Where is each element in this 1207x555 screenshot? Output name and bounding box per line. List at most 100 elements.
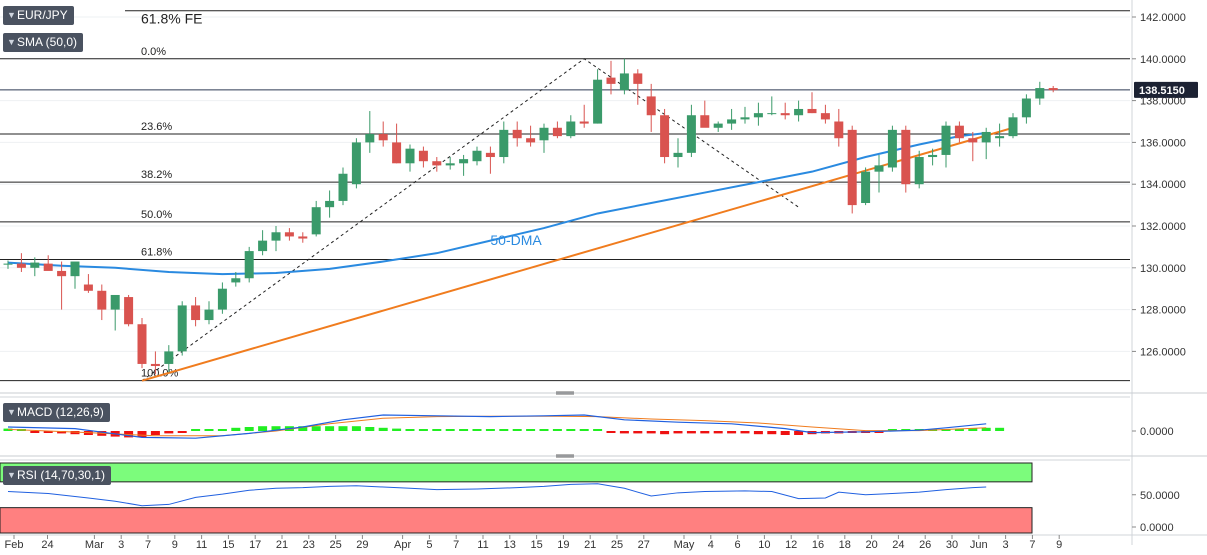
candle-down [512,129,522,139]
time-tick-label: 7 [453,539,459,551]
time-tick-label: 9 [1056,539,1062,551]
fib-level-label: 0.0% [141,46,166,58]
candle-up [351,142,361,185]
time-tick-label: 11 [477,539,488,551]
candle-down [298,236,308,239]
price-axis: 142.0000 140.0000 138.0000 136.0000 134.0000… [1131,0,1198,545]
candle-up [1035,88,1045,99]
macd-histogram-bar-down [713,431,723,434]
time-tick-label: 27 [638,539,650,551]
chevron-icon: ▼ [7,470,16,480]
macd-histogram-bar-up [995,427,1005,431]
candle-down [191,305,201,321]
candle-down [579,121,589,124]
time-tick-label: 3 [1003,539,1009,551]
candle-down [485,152,495,158]
time-tick-label: 10 [758,539,770,551]
rsi-tick-label: 50.0000 [1140,490,1180,502]
macd-histogram-bar-down [753,431,763,435]
macd-histogram-bar-up [593,429,603,431]
rsi-overbought-zone [0,462,1033,483]
rsi-indicator-name: RSI (14,70,30,1) [17,468,106,482]
current-price-badge [1134,81,1198,98]
macd-histogram-bar-down [740,431,750,434]
candle-up [753,113,763,118]
macd-tick-label: 0.0000 [1140,426,1174,438]
candle-up [619,73,629,91]
candle-up [325,200,335,208]
macd-histogram-bar-down [767,431,777,435]
macd-histogram-bar-down [700,431,710,434]
macd-histogram-bar-down [660,431,670,435]
candle-down [847,129,857,206]
price-tick-label: 126.0000 [1140,346,1186,358]
sma-indicator-label[interactable]: ▼ SMA (50,0) [3,33,84,52]
candle-up [258,240,268,252]
candle-up [217,288,227,310]
candle-down [660,115,670,158]
time-tick-label: 23 [303,539,315,551]
macd-histogram-bar-down [43,431,53,433]
candle-up [445,163,455,166]
candle-up [767,113,777,115]
chevron-icon: ▼ [7,10,16,20]
macd-histogram-bar-down [57,431,67,434]
macd-histogram-bar-up [311,426,321,431]
candle-up [70,261,80,277]
macd-histogram-bar-down [30,431,40,433]
rsi-oversold-zone [0,507,1033,534]
macd-histogram-bar-up [351,426,361,431]
candle-up [3,263,13,265]
macd-histogram-bar-up [432,429,442,431]
candle-down [700,115,710,128]
fib-level-label: 61.8% FE [141,11,202,27]
sma-indicator-name: SMA (50,0) [17,35,78,49]
time-tick-label: 21 [584,539,596,551]
macd-histogram-bar-down [794,431,804,435]
candle-up [861,171,871,204]
macd-histogram-bar-up [405,429,415,431]
macd-histogram-bar-up [244,427,254,431]
candle-down [633,73,643,84]
macd-histogram-bar-up [325,426,335,431]
macd-histogram-bar-up [338,426,348,431]
rsi-panel: 50.0000 0.0000 [0,459,1180,534]
candle-up [981,131,991,143]
macd-histogram-bar-down [727,431,737,434]
macd-histogram-bar-down [780,431,790,435]
macd-histogram-bar-up [941,429,951,431]
time-tick-label: Apr [394,539,411,551]
macd-indicator-label[interactable]: ▼ MACD (12,26,9) [3,403,110,422]
instrument-label[interactable]: ▼ EUR/JPY [3,6,74,25]
time-tick-label: 9 [172,539,178,551]
candle-up [472,150,482,162]
time-tick-label: 16 [812,539,824,551]
macd-histogram-bar-down [606,431,616,433]
macd-histogram-bar-down [137,431,147,438]
macd-histogram-bar-down [673,431,683,434]
macd-histogram-bar-up [472,429,482,431]
candle-up [365,134,375,143]
candle-down [418,150,428,162]
rsi-indicator-label[interactable]: ▼ RSI (14,70,30,1) [3,466,112,485]
candle-down [606,77,616,84]
time-tick-label: 7 [1029,539,1035,551]
price-tick-label: 142.0000 [1140,12,1186,24]
candle-down [954,125,964,139]
candle-down [968,138,978,143]
time-tick-label: 6 [735,539,741,551]
trend-line-path [141,126,1014,382]
candle-up [271,232,281,241]
fib-swing-dashed-line [141,58,799,382]
candle-up [794,108,804,116]
macd-histogram-bar-up [539,429,549,431]
fib-level-label: 38.2% [141,169,172,181]
trend-line [141,126,1014,382]
annotations: 50-DMA [490,232,542,248]
chevron-icon: ▼ [7,37,16,47]
macd-histogram-bar-up [968,428,978,431]
rsi-line [7,483,987,507]
macd-histogram-bar-up [298,426,308,431]
macd-histogram-bar-up [191,429,201,431]
price-tick-label: 140.0000 [1140,54,1186,66]
